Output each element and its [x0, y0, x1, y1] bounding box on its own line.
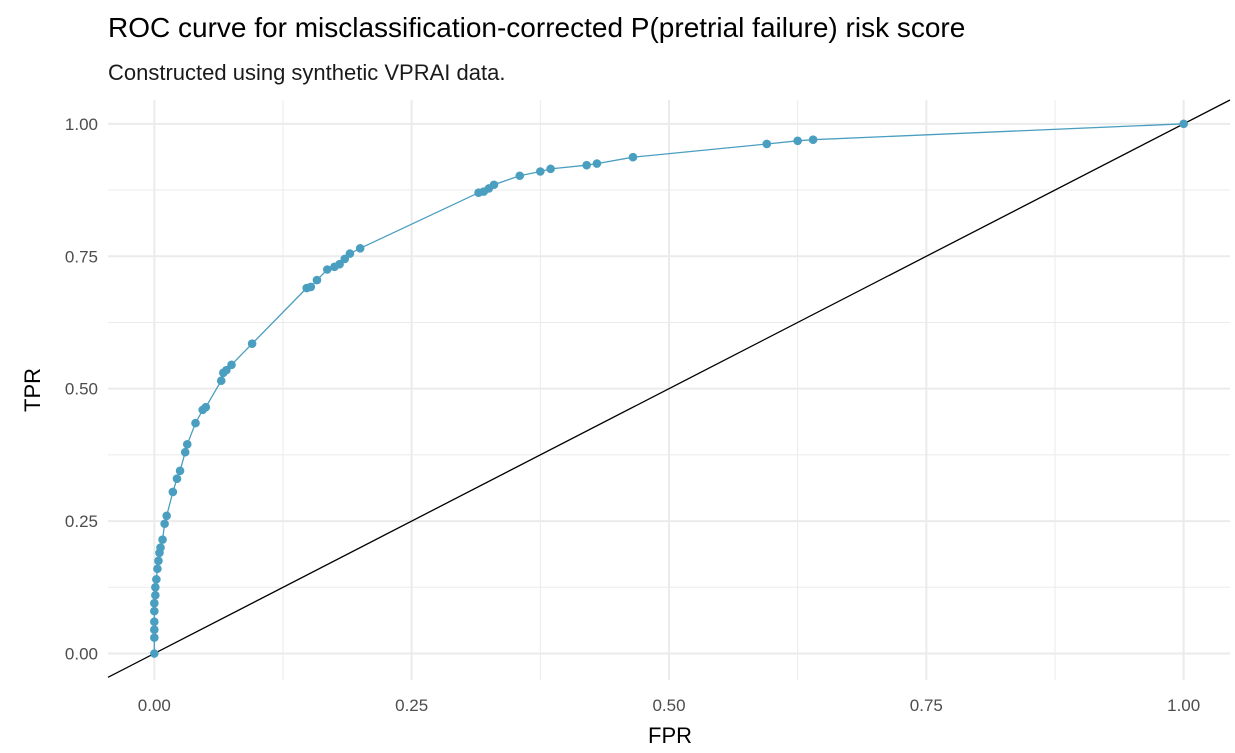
roc-point [156, 543, 165, 552]
roc-point [175, 466, 185, 476]
roc-point [160, 519, 169, 529]
grid-lines [108, 100, 1230, 680]
roc-point [150, 633, 159, 642]
roc-point [247, 339, 257, 348]
roc-point [150, 649, 159, 658]
y-axis-ticks: 0.00 0.25 0.50 0.75 1.00 [65, 115, 98, 664]
x-tick-label: 1.00 [1167, 696, 1200, 715]
y-tick-label: 0.75 [65, 247, 98, 266]
x-axis-title: FPR [648, 723, 692, 748]
reference-line-layer [107, 99, 1231, 678]
x-axis-ticks: 0.00 0.25 0.50 0.75 1.00 [138, 696, 1200, 715]
y-axis-title: TPR [20, 368, 45, 412]
roc-point [582, 160, 591, 170]
roc-point [793, 136, 802, 146]
data-points [150, 119, 1188, 658]
y-tick-label: 0.50 [65, 380, 98, 399]
y-tick-label: 1.00 [65, 115, 98, 134]
roc-point [150, 598, 159, 608]
roc-point [150, 625, 159, 634]
roc-point [628, 152, 638, 162]
roc-point [762, 139, 772, 149]
roc-point [150, 606, 159, 616]
roc-point [182, 439, 192, 449]
roc-point [312, 275, 322, 285]
roc-point [162, 511, 171, 521]
roc-point [152, 575, 161, 584]
roc-point [306, 282, 316, 292]
roc-point [345, 249, 355, 258]
roc-point [222, 365, 231, 375]
roc-point [216, 376, 226, 386]
roc-point [546, 164, 555, 174]
x-tick-label: 0.00 [138, 696, 171, 715]
roc-point [151, 583, 160, 592]
chart-title: ROC curve for misclassification-correcte… [108, 12, 966, 43]
roc-point [150, 617, 159, 627]
roc-point [201, 402, 211, 412]
roc-point [536, 167, 545, 176]
roc-point [153, 564, 162, 574]
roc-point [335, 259, 344, 269]
roc-point [158, 535, 167, 544]
roc-point [808, 135, 818, 145]
y-tick-label: 0.25 [65, 512, 98, 531]
roc-point [340, 254, 350, 264]
roc-point [180, 447, 190, 457]
roc-point [322, 265, 332, 274]
roc-point [515, 171, 525, 181]
chart-subtitle: Constructed using synthetic VPRAI data. [108, 60, 506, 85]
roc-point [191, 418, 200, 428]
roc-point [151, 590, 160, 600]
roc-point [592, 159, 602, 168]
roc-point [154, 556, 163, 566]
roc-point [355, 244, 365, 253]
roc-point [227, 360, 236, 370]
x-tick-label: 0.50 [652, 696, 685, 715]
roc-point [1179, 119, 1188, 129]
reference-diagonal-line [107, 99, 1231, 678]
roc-point [489, 180, 499, 190]
x-tick-label: 0.75 [910, 696, 943, 715]
roc-point [172, 474, 182, 484]
y-tick-label: 0.00 [65, 645, 98, 664]
roc-point [168, 487, 178, 497]
x-tick-label: 0.25 [395, 696, 428, 715]
